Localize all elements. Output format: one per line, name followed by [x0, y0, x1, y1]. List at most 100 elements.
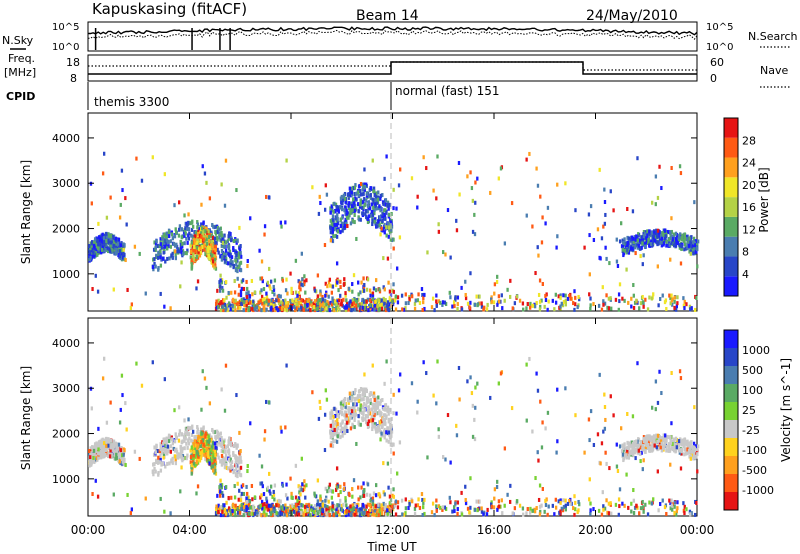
velocity-cell	[198, 443, 201, 448]
velocity-cell	[384, 421, 387, 426]
velocity-cell	[633, 440, 636, 445]
velocity-cell	[364, 413, 368, 418]
freq-tick-top: 18	[66, 56, 80, 69]
power-cell	[245, 297, 249, 302]
power-cell	[660, 236, 664, 241]
velocity-cell	[357, 398, 360, 403]
power-cell	[464, 292, 467, 297]
power-cell	[638, 246, 642, 251]
power-cell	[577, 294, 580, 299]
velocity-cell	[367, 399, 370, 404]
power-cell	[351, 282, 354, 287]
power-cell	[384, 298, 387, 303]
power-cell	[279, 305, 282, 310]
power-cell	[234, 238, 238, 243]
velocity-cell	[158, 449, 161, 454]
velocity-cell	[222, 513, 225, 518]
power-cell	[226, 308, 229, 313]
power-cell	[336, 280, 339, 285]
velocity-cell	[380, 419, 383, 424]
velocity-cell	[378, 428, 381, 433]
power-cell	[297, 296, 300, 301]
velocity-cell	[690, 440, 693, 445]
velocity-cell	[212, 429, 215, 434]
velocity-cell	[109, 445, 113, 450]
power-cell	[219, 273, 222, 278]
power-cell	[471, 198, 474, 203]
power-cell	[350, 308, 353, 313]
power-cell	[336, 229, 339, 234]
velocity-cell	[696, 444, 700, 449]
power-cell	[89, 255, 92, 260]
freq-panel-frame	[87, 54, 698, 82]
velocity-cell	[100, 450, 103, 455]
power-cell	[383, 287, 386, 292]
power-cell	[204, 229, 207, 234]
power-cell	[210, 243, 213, 248]
velocity-cell	[181, 446, 184, 451]
power-cell	[335, 234, 339, 239]
power-cell	[389, 218, 392, 223]
power-cell	[162, 238, 165, 243]
power-cell	[174, 256, 178, 261]
velocity-cell	[196, 450, 199, 455]
power-cell	[330, 221, 333, 226]
power-cell	[346, 223, 349, 228]
power-cell	[245, 303, 248, 308]
power-cell	[233, 290, 237, 295]
velocity-cell	[195, 447, 199, 452]
power-cell	[399, 167, 402, 172]
velocity-cell	[212, 458, 215, 463]
velocity-cell	[381, 433, 384, 438]
velocity-cell	[218, 436, 221, 441]
velocity-cell	[372, 391, 376, 396]
power-cell	[528, 151, 531, 156]
velocity-cell	[692, 456, 695, 461]
nave-label: Nave	[760, 64, 788, 77]
velocity-cell	[183, 446, 186, 451]
velocity-cell	[392, 411, 395, 416]
power-cell	[233, 279, 236, 284]
power-cell	[99, 244, 102, 249]
power-cell	[252, 303, 255, 308]
power-cell	[521, 301, 525, 306]
power-cell	[190, 263, 194, 268]
power-cell	[690, 235, 693, 240]
power-cell	[446, 208, 450, 213]
power-cell	[96, 252, 99, 257]
power-cell	[359, 217, 362, 222]
velocity-cell	[632, 451, 635, 456]
power-cell	[451, 304, 454, 309]
power-cell	[656, 234, 659, 239]
power-cell	[395, 206, 398, 211]
power-cell	[693, 200, 696, 205]
power-cell	[435, 293, 438, 298]
power-cell	[373, 192, 376, 197]
power-cell	[641, 294, 644, 299]
velocity-cell	[166, 444, 170, 449]
velocity-cell	[319, 505, 323, 510]
velocity-cell	[692, 441, 696, 446]
power-cell	[522, 307, 525, 312]
velocity-cell	[685, 451, 688, 456]
power-cell	[345, 212, 348, 217]
power-cell	[212, 224, 215, 229]
power-cell	[174, 227, 177, 232]
velocity-cell	[369, 498, 372, 503]
power-cell	[204, 252, 207, 257]
power-cell	[546, 205, 550, 210]
velocity-cell	[100, 443, 103, 448]
velocity-cell	[179, 451, 183, 456]
power-cell	[678, 164, 682, 169]
velocity-cell	[205, 454, 208, 459]
power-cell	[421, 307, 424, 312]
power-cell	[236, 276, 239, 281]
power-cell	[193, 245, 196, 250]
velocity-cell	[229, 463, 233, 468]
power-cell	[207, 253, 210, 258]
velocity-cell	[363, 401, 366, 406]
velocity-cell	[329, 505, 332, 510]
power-cell	[349, 210, 352, 215]
power-cell	[341, 198, 345, 203]
velocity-cell	[216, 452, 219, 457]
